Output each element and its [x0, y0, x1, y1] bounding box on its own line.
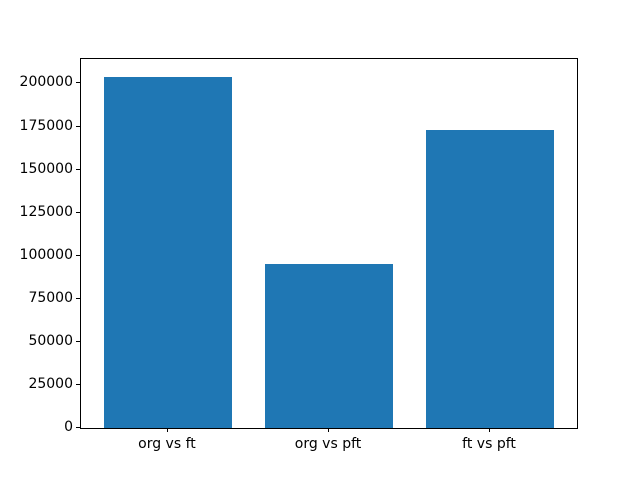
y-tick-label: 200000	[19, 74, 73, 91]
y-tick-mark	[76, 254, 80, 256]
y-tick-label: 25000	[28, 375, 73, 392]
x-tick-mark	[328, 428, 329, 432]
y-tick-mark	[76, 82, 80, 84]
x-tick-label: org vs pft	[294, 436, 362, 452]
bar	[425, 129, 555, 428]
y-tick-label: 75000	[28, 289, 73, 306]
y-tick-mark	[76, 340, 80, 342]
bar	[264, 264, 394, 428]
y-tick-label: 100000	[19, 246, 73, 263]
y-tick-mark	[76, 383, 80, 385]
y-tick-mark	[76, 125, 80, 127]
x-tick-label: org vs ft	[138, 436, 196, 452]
y-tick-label: 50000	[28, 332, 73, 349]
x-tick-label: ft vs pft	[462, 436, 516, 452]
y-tick-label: 0	[64, 419, 73, 435]
y-tick-label: 175000	[19, 117, 73, 134]
y-tick-mark	[76, 427, 80, 428]
y-tick-mark	[76, 168, 80, 170]
x-tick-mark	[489, 428, 491, 432]
y-tick-mark	[76, 211, 80, 213]
y-tick-label: 150000	[19, 160, 73, 177]
y-tick-mark	[76, 297, 80, 299]
x-tick-mark	[166, 428, 168, 432]
y-tick-label: 125000	[19, 203, 73, 220]
bar	[103, 76, 233, 428]
plot-area	[80, 58, 578, 429]
